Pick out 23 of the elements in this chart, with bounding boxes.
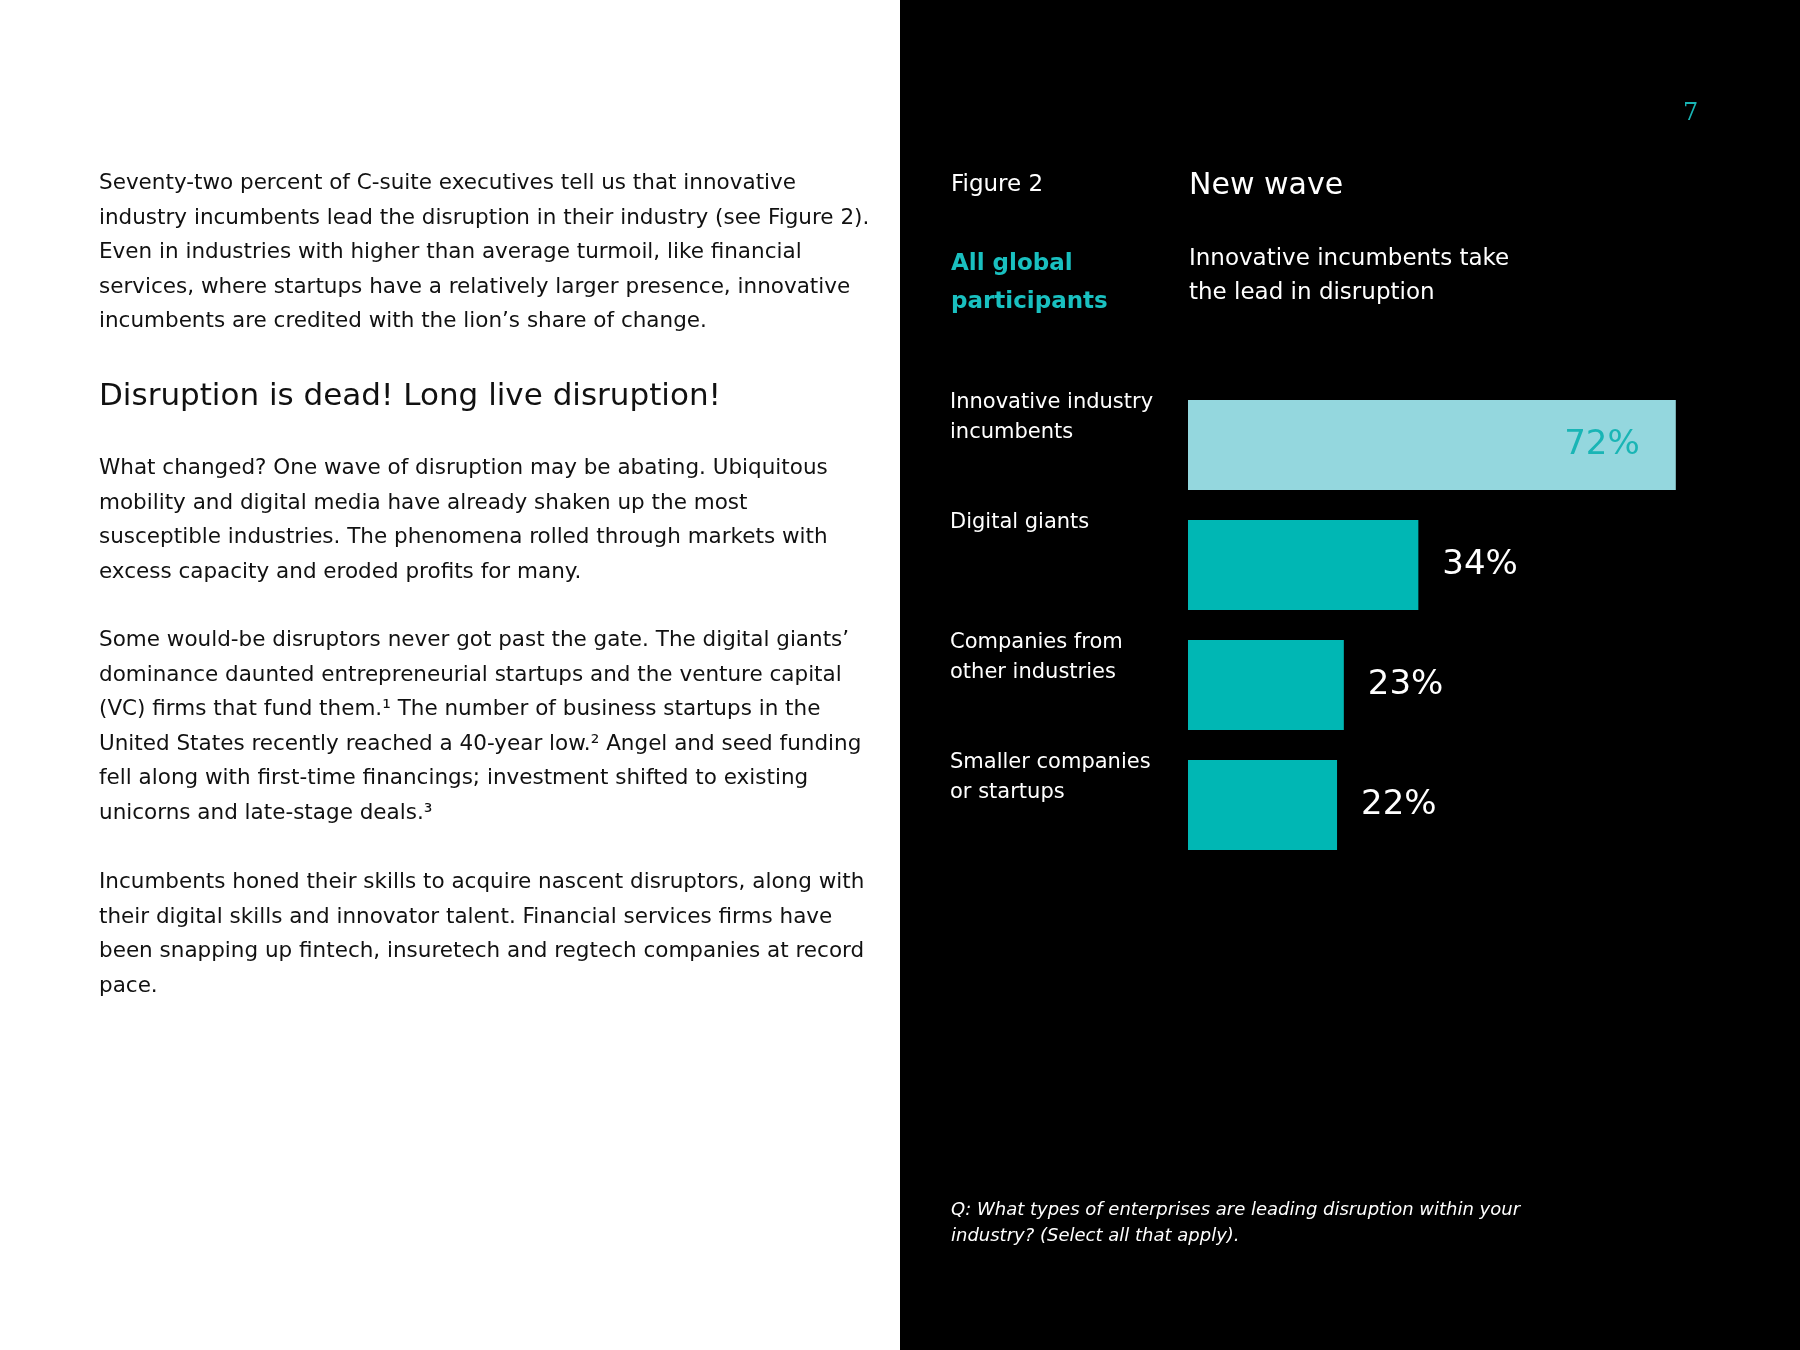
y-tick-label: Companies from other industries bbox=[950, 628, 1123, 683]
text: All global participants bbox=[951, 248, 1109, 315]
text: Some would-be disruptors never got past the gate. The digital giants’ dominance daunted entrepreneurial startups and the venture capital (VC) firms that fund them.¹ The number of business startups in the United States recently reached a 40-year low.² Angel and seed funding fell along with first-time financings; investment shifted to existing unicorns and late-stage deals.³ bbox=[99, 625, 863, 826]
data-label: 23% bbox=[1367, 661, 1444, 702]
data-label: 22% bbox=[1361, 781, 1437, 822]
data-label: 72% bbox=[1564, 421, 1640, 462]
bar bbox=[1188, 520, 1419, 610]
data-label: 34% bbox=[1442, 541, 1518, 582]
y-tick-label: Smaller companies or startups bbox=[950, 748, 1151, 803]
y-tick-label: Digital giants bbox=[950, 508, 1090, 533]
chart-subtitle: Innovative incumbents take the lead in disruption bbox=[1189, 243, 1511, 306]
text: Incumbents honed their skills to acquire nascent disruptors, along with their digital skills and innovator talent. Financial services firms have been snapping up fintech, insuretech and regtech companies at record pace. bbox=[99, 867, 866, 999]
chart-title: New wave bbox=[1189, 166, 1344, 201]
bar bbox=[1188, 760, 1338, 850]
bar bbox=[1188, 400, 1676, 490]
text: Seventy-two percent of C-suite executives tell us that innovative industry incumbents lead the disruption in their industry (see Figure 2). Even in industries with higher than average turmoil, like financial services, where startups have a relatively larger presence, innovative incumbents are credited with the lion’s share of change. bbox=[99, 168, 871, 334]
caption: Figure 2 bbox=[951, 170, 1044, 196]
text: Q: What types of enterprises are leading disruption within your industry? (Select all that apply). bbox=[951, 1197, 1522, 1247]
bar bbox=[1188, 640, 1344, 730]
text: What changed? One wave of disruption may be abating. Ubiquitous mobility and digital media have already shaken up the most susceptible industries. The phenomena rolled through markets with excess capacity and eroded profits for many. bbox=[99, 453, 829, 585]
text: Disruption is dead! Long live disruption! bbox=[99, 376, 721, 412]
y-tick-label: Innovative industry incumbents bbox=[950, 388, 1154, 443]
text: 7 bbox=[1683, 98, 1699, 126]
